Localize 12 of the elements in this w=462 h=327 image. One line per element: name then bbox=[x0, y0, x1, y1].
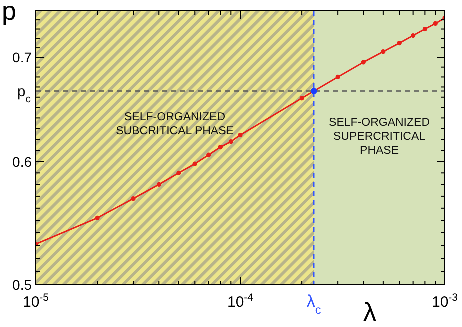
ref-line-label: p$_{c}$ bbox=[17, 83, 31, 106]
x-tick-label: 10$^{-5}$ bbox=[22, 292, 50, 311]
band-label: SELF-ORGANIZED SUPERCRITICAL PHASE bbox=[329, 117, 430, 158]
x-axis-title: λ bbox=[364, 297, 376, 327]
ref-line-label: λ$_{c}$ bbox=[306, 292, 322, 317]
y-axis-title: p bbox=[2, 0, 16, 26]
y-tick-label: 0.5 bbox=[12, 277, 32, 293]
y-tick-label: 0.7 bbox=[12, 50, 32, 66]
y-tick-label: 0.6 bbox=[12, 154, 32, 170]
band-label: SELF-ORGANIZED SUBCRITICAL PHASE bbox=[116, 112, 234, 138]
x-tick-label: 10$^{-4}$ bbox=[227, 292, 254, 311]
x-tick-label: 10$^{-3}$ bbox=[432, 292, 458, 311]
